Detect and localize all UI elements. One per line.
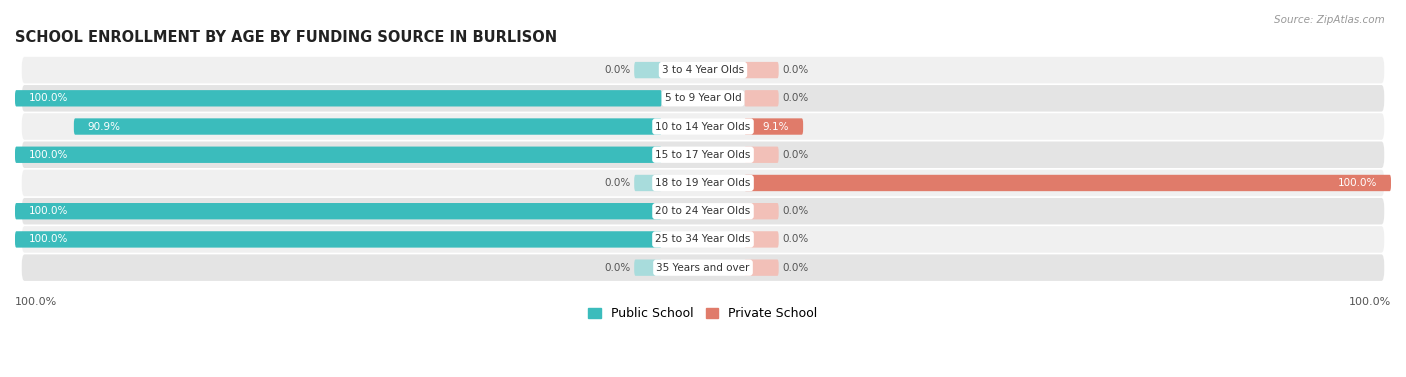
Text: 5 to 9 Year Old: 5 to 9 Year Old <box>665 93 741 103</box>
Text: 0.0%: 0.0% <box>782 206 808 216</box>
FancyBboxPatch shape <box>15 203 662 219</box>
Text: 100.0%: 100.0% <box>28 206 67 216</box>
FancyBboxPatch shape <box>21 170 1385 196</box>
Text: 0.0%: 0.0% <box>782 234 808 244</box>
Text: 100.0%: 100.0% <box>1339 178 1378 188</box>
FancyBboxPatch shape <box>744 62 779 78</box>
FancyBboxPatch shape <box>15 231 662 248</box>
Text: 100.0%: 100.0% <box>15 297 58 307</box>
FancyBboxPatch shape <box>744 259 779 276</box>
FancyBboxPatch shape <box>21 141 1385 168</box>
FancyBboxPatch shape <box>21 57 1385 83</box>
Text: 0.0%: 0.0% <box>782 263 808 273</box>
Text: 100.0%: 100.0% <box>1348 297 1391 307</box>
FancyBboxPatch shape <box>21 254 1385 281</box>
Text: 0.0%: 0.0% <box>782 150 808 160</box>
Text: 9.1%: 9.1% <box>763 121 789 132</box>
FancyBboxPatch shape <box>744 231 779 248</box>
Text: 20 to 24 Year Olds: 20 to 24 Year Olds <box>655 206 751 216</box>
Text: SCHOOL ENROLLMENT BY AGE BY FUNDING SOURCE IN BURLISON: SCHOOL ENROLLMENT BY AGE BY FUNDING SOUR… <box>15 30 557 45</box>
FancyBboxPatch shape <box>744 203 779 219</box>
Text: 25 to 34 Year Olds: 25 to 34 Year Olds <box>655 234 751 244</box>
FancyBboxPatch shape <box>744 90 779 106</box>
FancyBboxPatch shape <box>15 90 662 106</box>
FancyBboxPatch shape <box>744 147 779 163</box>
FancyBboxPatch shape <box>21 113 1385 140</box>
FancyBboxPatch shape <box>21 198 1385 224</box>
Text: 0.0%: 0.0% <box>782 65 808 75</box>
Text: 90.9%: 90.9% <box>87 121 121 132</box>
FancyBboxPatch shape <box>634 62 662 78</box>
Legend: Public School, Private School: Public School, Private School <box>583 302 823 325</box>
Text: 0.0%: 0.0% <box>605 178 631 188</box>
Text: 0.0%: 0.0% <box>605 263 631 273</box>
Text: 10 to 14 Year Olds: 10 to 14 Year Olds <box>655 121 751 132</box>
FancyBboxPatch shape <box>744 175 1391 191</box>
FancyBboxPatch shape <box>744 118 803 135</box>
Text: 100.0%: 100.0% <box>28 150 67 160</box>
Text: 18 to 19 Year Olds: 18 to 19 Year Olds <box>655 178 751 188</box>
FancyBboxPatch shape <box>634 259 662 276</box>
Text: 0.0%: 0.0% <box>605 65 631 75</box>
Text: Source: ZipAtlas.com: Source: ZipAtlas.com <box>1274 15 1385 25</box>
FancyBboxPatch shape <box>21 226 1385 253</box>
Text: 15 to 17 Year Olds: 15 to 17 Year Olds <box>655 150 751 160</box>
FancyBboxPatch shape <box>21 85 1385 112</box>
FancyBboxPatch shape <box>15 147 662 163</box>
Text: 3 to 4 Year Olds: 3 to 4 Year Olds <box>662 65 744 75</box>
Text: 100.0%: 100.0% <box>28 234 67 244</box>
Text: 100.0%: 100.0% <box>28 93 67 103</box>
Text: 0.0%: 0.0% <box>782 93 808 103</box>
FancyBboxPatch shape <box>75 118 662 135</box>
FancyBboxPatch shape <box>634 175 662 191</box>
Text: 35 Years and over: 35 Years and over <box>657 263 749 273</box>
